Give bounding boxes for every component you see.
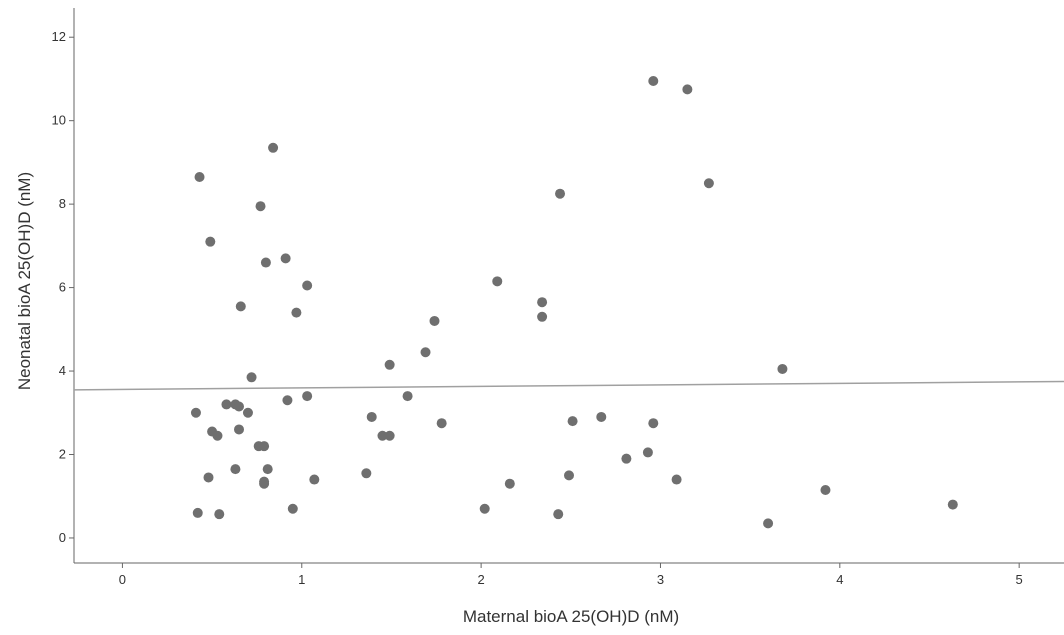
data-point bbox=[429, 315, 440, 326]
data-point bbox=[203, 472, 214, 483]
data-point bbox=[402, 391, 413, 402]
data-point bbox=[246, 372, 257, 383]
y-tick-label: 10 bbox=[52, 113, 66, 128]
data-point bbox=[567, 416, 578, 427]
data-point bbox=[537, 311, 548, 322]
y-tick-label: 4 bbox=[59, 363, 66, 378]
x-tick-label: 1 bbox=[298, 572, 305, 587]
data-point bbox=[234, 401, 244, 412]
data-point bbox=[302, 280, 313, 291]
data-point bbox=[947, 499, 958, 510]
axes bbox=[69, 8, 1064, 568]
x-axis-title: Maternal bioA 25(OH)D (nM) bbox=[463, 607, 679, 626]
data-point bbox=[221, 399, 232, 410]
x-tick-label: 0 bbox=[119, 572, 126, 587]
data-point bbox=[260, 257, 271, 268]
data-point bbox=[282, 395, 293, 406]
data-point bbox=[255, 201, 266, 212]
data-point bbox=[420, 347, 431, 358]
data-point bbox=[366, 411, 377, 422]
data-point bbox=[436, 418, 447, 429]
data-point bbox=[235, 301, 246, 312]
y-tick-label: 6 bbox=[59, 280, 66, 295]
data-point bbox=[259, 441, 270, 452]
data-point bbox=[703, 178, 714, 189]
data-point bbox=[280, 253, 291, 264]
data-point bbox=[621, 453, 632, 464]
data-point bbox=[194, 172, 205, 183]
data-point bbox=[205, 236, 216, 247]
x-tick-label: 4 bbox=[836, 572, 843, 587]
data-point bbox=[553, 509, 564, 520]
y-tick-label: 8 bbox=[59, 196, 66, 211]
data-point bbox=[291, 307, 302, 318]
data-point bbox=[190, 407, 201, 418]
data-point bbox=[504, 478, 515, 489]
data-point bbox=[479, 503, 490, 514]
data-point bbox=[192, 507, 203, 518]
y-tick-label: 12 bbox=[52, 29, 66, 44]
x-tick-label: 3 bbox=[657, 572, 664, 587]
data-point bbox=[384, 359, 395, 370]
data-point bbox=[212, 430, 223, 441]
data-point bbox=[648, 76, 659, 87]
data-point bbox=[777, 363, 788, 374]
data-point bbox=[287, 503, 298, 514]
data-point bbox=[309, 474, 320, 485]
y-tick-label: 0 bbox=[59, 530, 66, 545]
data-point bbox=[268, 142, 279, 153]
data-point bbox=[564, 470, 574, 481]
data-point bbox=[648, 418, 659, 429]
y-axis-title: Neonatal bioA 25(OH)D (nM) bbox=[15, 172, 34, 390]
data-point bbox=[537, 297, 548, 308]
data-point bbox=[234, 424, 244, 435]
data-point bbox=[230, 464, 241, 475]
data-point bbox=[492, 276, 503, 287]
data-point bbox=[259, 476, 270, 487]
data-point bbox=[682, 84, 693, 95]
data-point bbox=[384, 430, 395, 441]
data-point bbox=[671, 474, 682, 485]
data-point bbox=[820, 484, 831, 495]
data-point bbox=[302, 391, 313, 402]
y-tick-label: 2 bbox=[59, 447, 66, 462]
data-point bbox=[262, 464, 273, 475]
x-tick-label: 5 bbox=[1016, 572, 1023, 587]
data-points bbox=[190, 76, 958, 529]
x-tick-label: 2 bbox=[478, 572, 485, 587]
data-point bbox=[596, 411, 607, 422]
data-point bbox=[361, 468, 372, 479]
data-point bbox=[377, 430, 388, 441]
data-point bbox=[555, 188, 566, 199]
fit-line-layer bbox=[73, 380, 1064, 391]
data-point bbox=[214, 509, 225, 520]
data-point bbox=[642, 447, 653, 458]
data-point bbox=[763, 518, 774, 529]
data-point bbox=[242, 407, 253, 418]
fit-line bbox=[73, 380, 1064, 391]
